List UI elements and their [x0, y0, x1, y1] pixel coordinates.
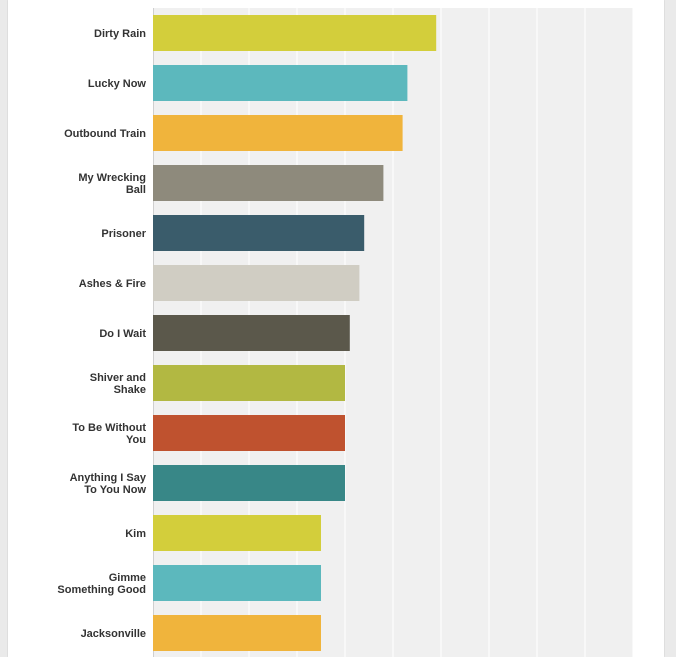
- bar-chart: Dirty Rain Lucky Now Outbound Train My Wrec…: [57, 8, 634, 657]
- category-label: Kim: [125, 528, 146, 540]
- bar: [153, 15, 437, 51]
- bar: [153, 565, 321, 601]
- category-label-line: Outbound Train: [64, 128, 146, 140]
- category-label: Do I Wait: [99, 328, 146, 340]
- bar: [153, 315, 350, 351]
- bar: [153, 115, 403, 151]
- bars-group: [153, 15, 437, 651]
- category-label-line: You: [126, 434, 146, 446]
- category-label-line: Do I Wait: [99, 328, 146, 340]
- category-label-line: Kim: [125, 528, 146, 540]
- bar: [153, 615, 321, 651]
- category-label-line: To You Now: [84, 484, 146, 496]
- category-label-line: To Be Without: [72, 422, 146, 434]
- category-label-line: Gimme: [109, 572, 146, 584]
- category-label-line: My Wrecking: [78, 172, 146, 184]
- category-label: Outbound Train: [64, 128, 146, 140]
- category-label: Anything I Say To You Now: [70, 472, 147, 496]
- category-label-line: Shake: [114, 384, 146, 396]
- bar: [153, 515, 321, 551]
- bar: [153, 215, 365, 251]
- category-label: To Be Without You: [72, 422, 146, 446]
- bar: [153, 365, 345, 401]
- category-label-line: Shiver and: [90, 372, 146, 384]
- bar: [153, 465, 345, 501]
- chart-card: Dirty Rain Lucky Now Outbound Train My Wrec…: [8, 0, 664, 657]
- category-label: Gimme Something Good: [57, 572, 146, 596]
- category-label: My Wrecking Ball: [78, 172, 146, 196]
- category-labels: Dirty Rain Lucky Now Outbound Train My Wrec…: [57, 28, 146, 640]
- category-label: Lucky Now: [88, 78, 147, 90]
- category-label-line: Anything I Say: [70, 472, 147, 484]
- category-label: Prisoner: [101, 228, 146, 240]
- category-label: Ashes & Fire: [79, 278, 146, 290]
- category-label: Jacksonville: [81, 628, 146, 640]
- category-label-line: Ashes & Fire: [79, 278, 146, 290]
- category-label-line: Jacksonville: [81, 628, 146, 640]
- category-label-line: Prisoner: [101, 228, 146, 240]
- category-label: Dirty Rain: [94, 28, 146, 40]
- category-label: Shiver and Shake: [90, 372, 146, 396]
- category-label-line: Ball: [126, 184, 146, 196]
- bar: [153, 265, 360, 301]
- category-label-line: Lucky Now: [88, 78, 147, 90]
- bar: [153, 165, 384, 201]
- bar: [153, 65, 408, 101]
- category-label-line: Dirty Rain: [94, 28, 146, 40]
- category-label-line: Something Good: [57, 584, 146, 596]
- bar: [153, 415, 345, 451]
